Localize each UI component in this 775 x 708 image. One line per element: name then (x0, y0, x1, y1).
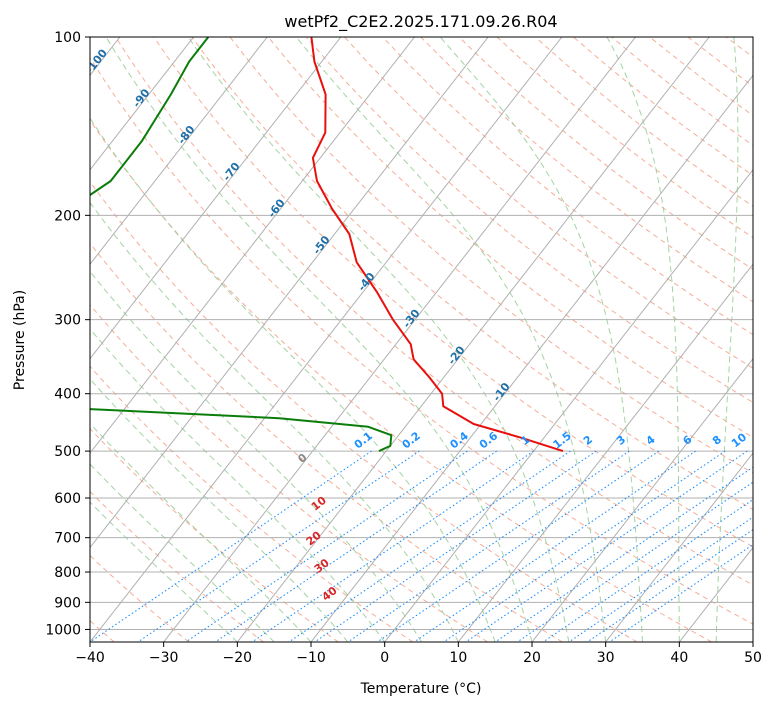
x-tick-label: 0 (380, 650, 389, 666)
x-tick-label: 20 (523, 650, 541, 666)
dry-adiabat-line (305, 37, 753, 403)
x-tick-label: −30 (149, 650, 179, 666)
y-tick-label: 100 (54, 30, 81, 46)
isotherm-line (90, 37, 268, 266)
moist-adiabat-line (90, 201, 459, 642)
moist-adiabat-line (439, 37, 643, 642)
temperature-profile-line (310, 37, 564, 453)
x-tick-label: 40 (670, 650, 688, 666)
mixing-ratio-line (288, 450, 571, 642)
moist-adiabat-line (715, 37, 739, 642)
moist-adiabat-line (90, 270, 422, 642)
axis-ticks: −40 −30 −20 −10 0 10 20 30 40 50 100 200 300 400 500 60… (45, 30, 762, 666)
chart-title: wetPf2_C2E2.2025.171.09.26.R04 (284, 12, 557, 32)
mixing-ratio-line (465, 450, 748, 642)
isotherm-line (531, 357, 753, 642)
dry-adiabat-line (344, 37, 753, 369)
isotherm-line (90, 37, 415, 454)
dry-adiabat-line (90, 554, 190, 642)
y-tick-label: 500 (54, 444, 81, 460)
x-tick-label: 30 (597, 650, 615, 666)
mixing-ratio-line (413, 450, 696, 642)
moist-adiabat-line (105, 37, 533, 642)
x-tick-label: 10 (449, 650, 467, 666)
mixing-ratio-line (251, 450, 534, 642)
plot-frame (89, 36, 754, 643)
y-tick-label: 700 (54, 531, 81, 547)
y-tick-label: 200 (54, 208, 81, 224)
mixing-ratio-line (90, 450, 372, 642)
y-tick-label: 1000 (45, 622, 81, 638)
dry-adiabat-line (90, 242, 563, 642)
x-tick-label: 50 (744, 650, 762, 666)
moist-adiabat-line (90, 463, 275, 642)
dry-adiabat-line (90, 181, 638, 642)
mixing-ratio-line (347, 450, 630, 642)
isotherm-line (457, 263, 753, 642)
x-tick-label: −20 (223, 650, 253, 666)
isotherm-line (236, 37, 710, 642)
mixing-ratio-line (185, 450, 468, 642)
x-axis-title: Temperature (°C) (360, 681, 482, 697)
y-tick-label: 600 (54, 491, 81, 507)
dry-adiabat-line (420, 37, 753, 303)
y-tick-label: 300 (54, 313, 81, 329)
dry-adiabat-line (90, 303, 488, 642)
mixing-ratio-line (214, 450, 498, 642)
moist-adiabat-line (295, 37, 607, 642)
mixing-ratio-line (314, 450, 597, 642)
y-axis-title: Pressure (hPa) (12, 290, 28, 390)
dry-adiabat-line (115, 37, 753, 586)
isotherm-line (163, 37, 636, 642)
isotherm-line (310, 74, 753, 642)
mixing-ratio-line (494, 466, 753, 642)
dry-adiabat-line (90, 56, 753, 625)
plot-area: -100-90-80-70-60-50-40-30-20-100.1 0.2 0.4… (90, 37, 753, 642)
x-tick-label: −40 (75, 650, 105, 666)
dewpoint-profile-line (90, 37, 393, 453)
y-tick-label: 800 (54, 565, 81, 581)
y-tick-label: 900 (54, 595, 81, 611)
isotherm-line (90, 37, 342, 360)
y-tick-label: 400 (54, 387, 81, 403)
mixing-ratio-line (137, 450, 420, 642)
mixing-ratio-line (376, 450, 660, 642)
moist-adiabat-line (90, 422, 312, 642)
isotherm-line (90, 37, 194, 171)
moist-adiabat-line (606, 37, 680, 642)
isotherm-line (90, 37, 489, 549)
dry-adiabat-line (90, 119, 712, 642)
mixing-ratio-line (443, 450, 726, 642)
isotherm-line (90, 37, 563, 642)
mixing-ratio-line (516, 481, 753, 642)
moist-adiabat-line (90, 501, 238, 642)
dry-adiabat-line (191, 37, 753, 511)
dry-adiabat-line (90, 427, 339, 642)
dry-adiabat-line (229, 37, 753, 474)
moist-adiabat-line (90, 117, 496, 642)
x-tick-label: −10 (296, 650, 326, 666)
moist-adiabat-line (187, 37, 570, 642)
isotherm-line (605, 452, 753, 642)
